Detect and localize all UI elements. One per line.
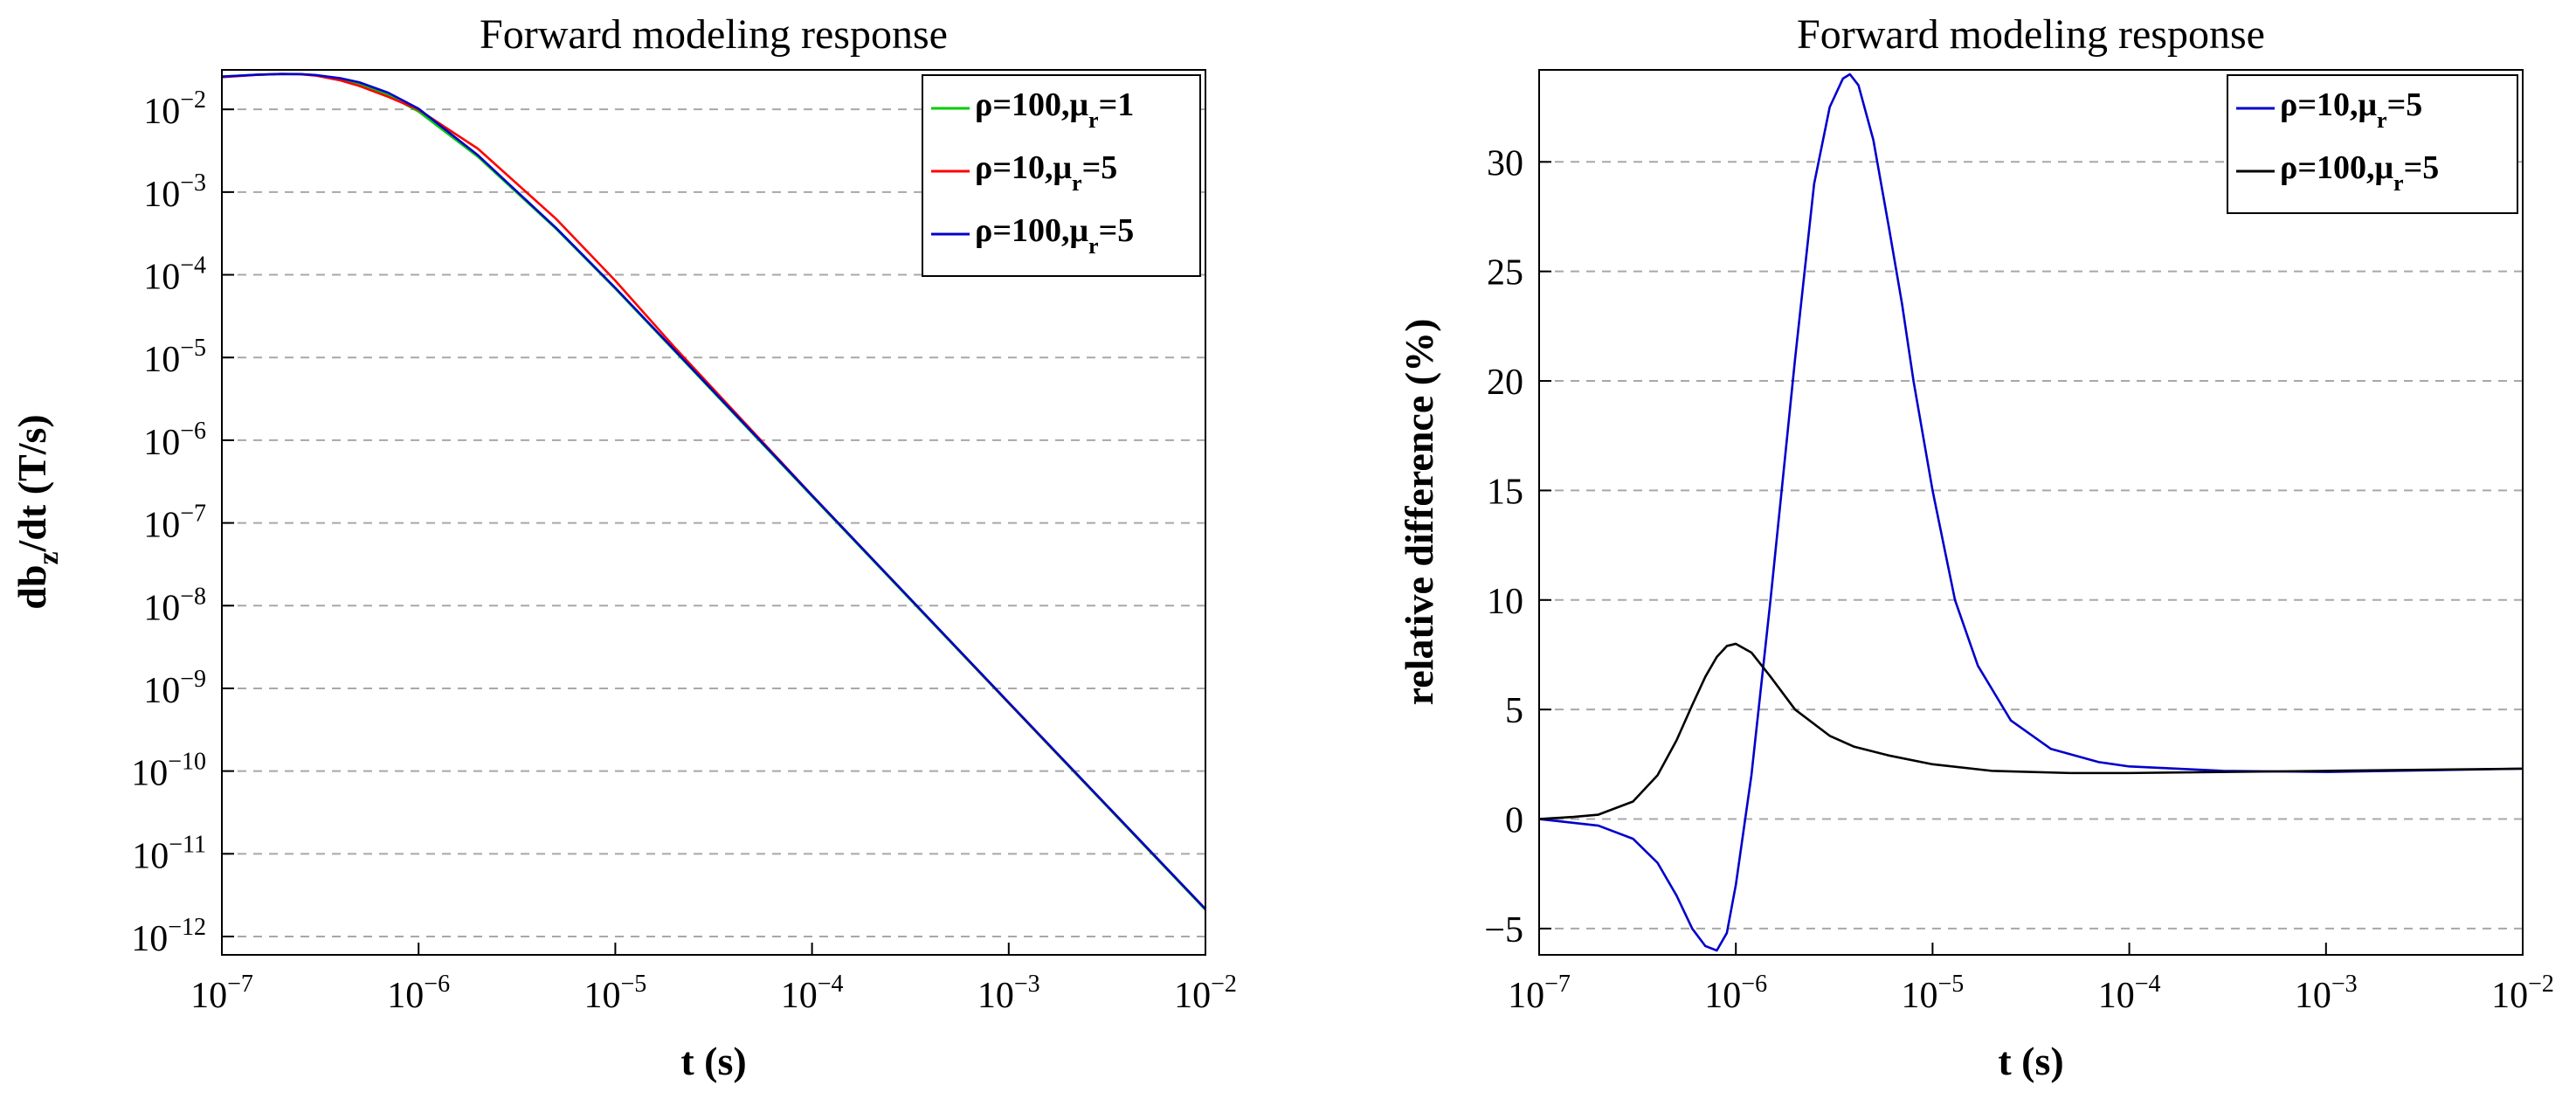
- y-tick-label: 15: [1487, 472, 1523, 512]
- y-tick-label: 10−11: [132, 831, 206, 876]
- legend: ρ=10,μr=5 ρ=100,μr=5: [2227, 74, 2518, 214]
- x-tick-label: 10−2: [1174, 971, 1237, 1016]
- x-tick-label: 10−3: [977, 971, 1040, 1016]
- y-axis-label: relative difference (%): [1397, 319, 1441, 706]
- chart-2: Forward modeling response 30 25 20 15 10 5 0 −5 1…: [1397, 11, 2554, 1083]
- y-tick-label: 10−2: [143, 86, 206, 132]
- y-tick-label: 10−3: [143, 169, 206, 215]
- x-tick-label: 10−5: [1902, 971, 1965, 1016]
- legend-label: ρ=100,μr=5: [2280, 149, 2439, 196]
- plot-frame: [221, 69, 1206, 956]
- y-tick-label: 10−5: [143, 335, 206, 380]
- chart-title: Forward modeling response: [480, 11, 948, 58]
- x-tick-label: 10−7: [190, 971, 253, 1016]
- legend-box: [2227, 74, 2518, 214]
- y-tick-label: −5: [1484, 910, 1523, 950]
- series-line-3: [222, 73, 1205, 910]
- x-tick-label: 10−4: [781, 971, 844, 1016]
- y-tick-label: 5: [1505, 691, 1523, 731]
- legend-label: ρ=100,μr=5: [975, 212, 1134, 259]
- x-axis-label: t (s): [1998, 1039, 2063, 1083]
- y-tick-label: 10−10: [131, 749, 206, 794]
- y-tick-label: 10−4: [143, 252, 206, 298]
- plot-frame: [1538, 69, 2524, 956]
- y-tick-label: 20: [1487, 363, 1523, 403]
- chart-1: Forward modeling response 10−2 10−3 10−4 10−…: [10, 11, 1237, 1083]
- series-line-2: [1539, 642, 2523, 820]
- legend-label: ρ=10,μr=5: [975, 149, 1117, 196]
- y-tick-label: 10: [1487, 582, 1523, 622]
- x-tick-label: 10−7: [1508, 971, 1571, 1016]
- x-tick-label: 10−2: [2491, 971, 2554, 1016]
- y-tick-label: 0: [1505, 801, 1523, 841]
- x-axis-label: t (s): [680, 1039, 746, 1083]
- x-tick-label: 10−6: [1704, 971, 1767, 1016]
- legend-label: ρ=10,μr=5: [2280, 86, 2422, 133]
- y-tick-label: 10−8: [143, 583, 206, 628]
- y-tick-label: 30: [1487, 143, 1523, 183]
- x-tick-label: 10−4: [2098, 971, 2161, 1016]
- x-tick-label: 10−5: [584, 971, 647, 1016]
- y-tick-label: 10−9: [143, 666, 206, 711]
- y-axis-label: dbz/dt (T/s): [10, 414, 65, 609]
- legend: ρ=100,μr=1 ρ=10,μr=5 ρ=100,μr=5: [922, 74, 1201, 277]
- chart-title: Forward modeling response: [1797, 11, 2265, 58]
- y-tick-label: 25: [1487, 253, 1523, 294]
- y-tick-label: 10−7: [143, 501, 206, 546]
- series-line-1: [1539, 73, 2523, 952]
- x-tick-label: 10−6: [387, 971, 450, 1016]
- legend-label: ρ=100,μr=1: [975, 86, 1134, 133]
- x-tick-label: 10−3: [2295, 971, 2358, 1016]
- y-tick-label: 10−12: [131, 914, 206, 959]
- y-tick-label: 10−6: [143, 418, 206, 463]
